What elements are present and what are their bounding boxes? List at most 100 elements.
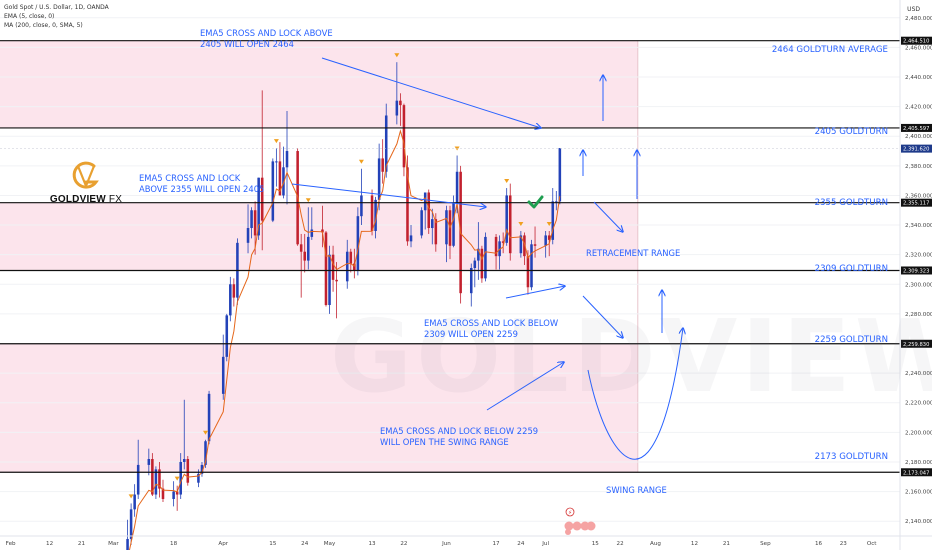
candle [179,453,182,499]
x-tick-label: 13 [368,541,376,547]
candle [445,205,448,263]
range-zone [0,40,638,128]
candle-body [519,235,523,254]
ema5-line [128,129,561,550]
candle [250,207,253,239]
candle-body [381,158,384,172]
candle [147,448,151,476]
candle-body [533,244,537,246]
candle [558,148,562,205]
candle [374,196,377,239]
price-tag [901,468,932,477]
candle [172,481,175,507]
candle-body [250,210,253,229]
symbol-title: Gold Spot / U.S. Dollar, 1D, OANDA [4,4,109,11]
price-tag-label: 2,464.510 [903,39,929,45]
price-tag [901,123,932,132]
candle-body [431,219,434,229]
candle-body [445,210,448,245]
price-tag [901,36,932,45]
candle-body [278,161,282,196]
candle-body [331,254,335,280]
candle-body [221,356,225,394]
price-tag [901,266,932,275]
candle [175,485,179,511]
candle-body [147,459,151,465]
candle [360,168,363,226]
level-label-2464: 2464 GOLDTURN AVERAGE [771,45,888,55]
candle-body [328,254,331,306]
candle [154,466,158,499]
price-tag-label: 2,309.323 [903,268,929,274]
candle [186,456,190,486]
currency-label[interactable]: USD [907,6,920,13]
candle [402,103,406,177]
candle-body [158,469,161,489]
swing-range-label: SWING RANGE [606,485,667,495]
level-label-2173: 2173 GOLDTURN [814,452,888,462]
arrow-2259-target [505,286,565,299]
y-tick-label: 2,460.000 [905,45,932,51]
swing-marker [546,221,552,226]
y-tick-label: 2,400.000 [905,134,932,140]
candle-body [480,248,484,279]
candle-body [335,279,338,282]
candle [335,262,338,319]
candle-body [530,244,533,288]
candle-body [526,256,530,288]
candle-body [271,161,275,221]
candle-body [186,459,190,483]
y-tick-label: 2,240.000 [905,371,932,377]
candle-body [356,216,360,271]
candle [275,148,278,187]
x-tick-label: 16 [815,541,823,547]
candle-body [225,315,229,357]
candle [370,189,374,236]
candle [257,177,260,240]
current-price-label: 2,391.620 [903,147,929,153]
candle [434,213,438,252]
candle [505,188,508,246]
candle [136,439,140,499]
checkmark-icon [527,195,544,209]
x-tick-label: Mar [108,541,119,547]
candle [508,183,512,261]
y-tick-label: 2,180.000 [905,460,932,466]
candle-body [427,192,431,229]
x-tick-label: 15 [269,541,277,547]
candle-body [374,199,377,231]
x-tick-label: May [324,541,336,547]
candle-body [154,469,158,495]
candle-body [402,105,406,168]
y-tick-label: 2,420.000 [905,105,932,111]
candle [285,111,289,205]
candle [246,204,250,254]
swing-marker [305,198,311,203]
candle [321,205,324,248]
candle-body [136,464,140,495]
candle-body [558,148,562,202]
candle [345,239,349,289]
x-tick-label: 17 [493,541,501,547]
candle [349,248,353,273]
candle-body [282,167,285,196]
candle [207,390,211,445]
candle-body [246,228,250,243]
ema-indicator-label: EMA (5, close, 0) [4,13,55,20]
candle-body [129,509,133,539]
candle-body [232,284,236,298]
y-tick-label: 2,360.000 [905,193,932,199]
candle-body [161,488,165,499]
candle-body [395,100,399,116]
candle [126,519,129,550]
x-tick-label: 23 [840,541,848,547]
note-below-2259: EMA5 CROSS AND LOCK BELOW 2259 WILL OPEN… [380,426,539,447]
candle-body [523,235,526,257]
y-tick-label: 2,320.000 [905,253,932,259]
arrow-down-2259 [582,295,623,338]
candle-body [321,229,324,233]
candle [225,313,229,362]
note-above-2355: EMA5 CROSS AND LOCK ABOVE 2355 WILL OPEN… [139,173,265,194]
swing-marker [518,221,524,226]
